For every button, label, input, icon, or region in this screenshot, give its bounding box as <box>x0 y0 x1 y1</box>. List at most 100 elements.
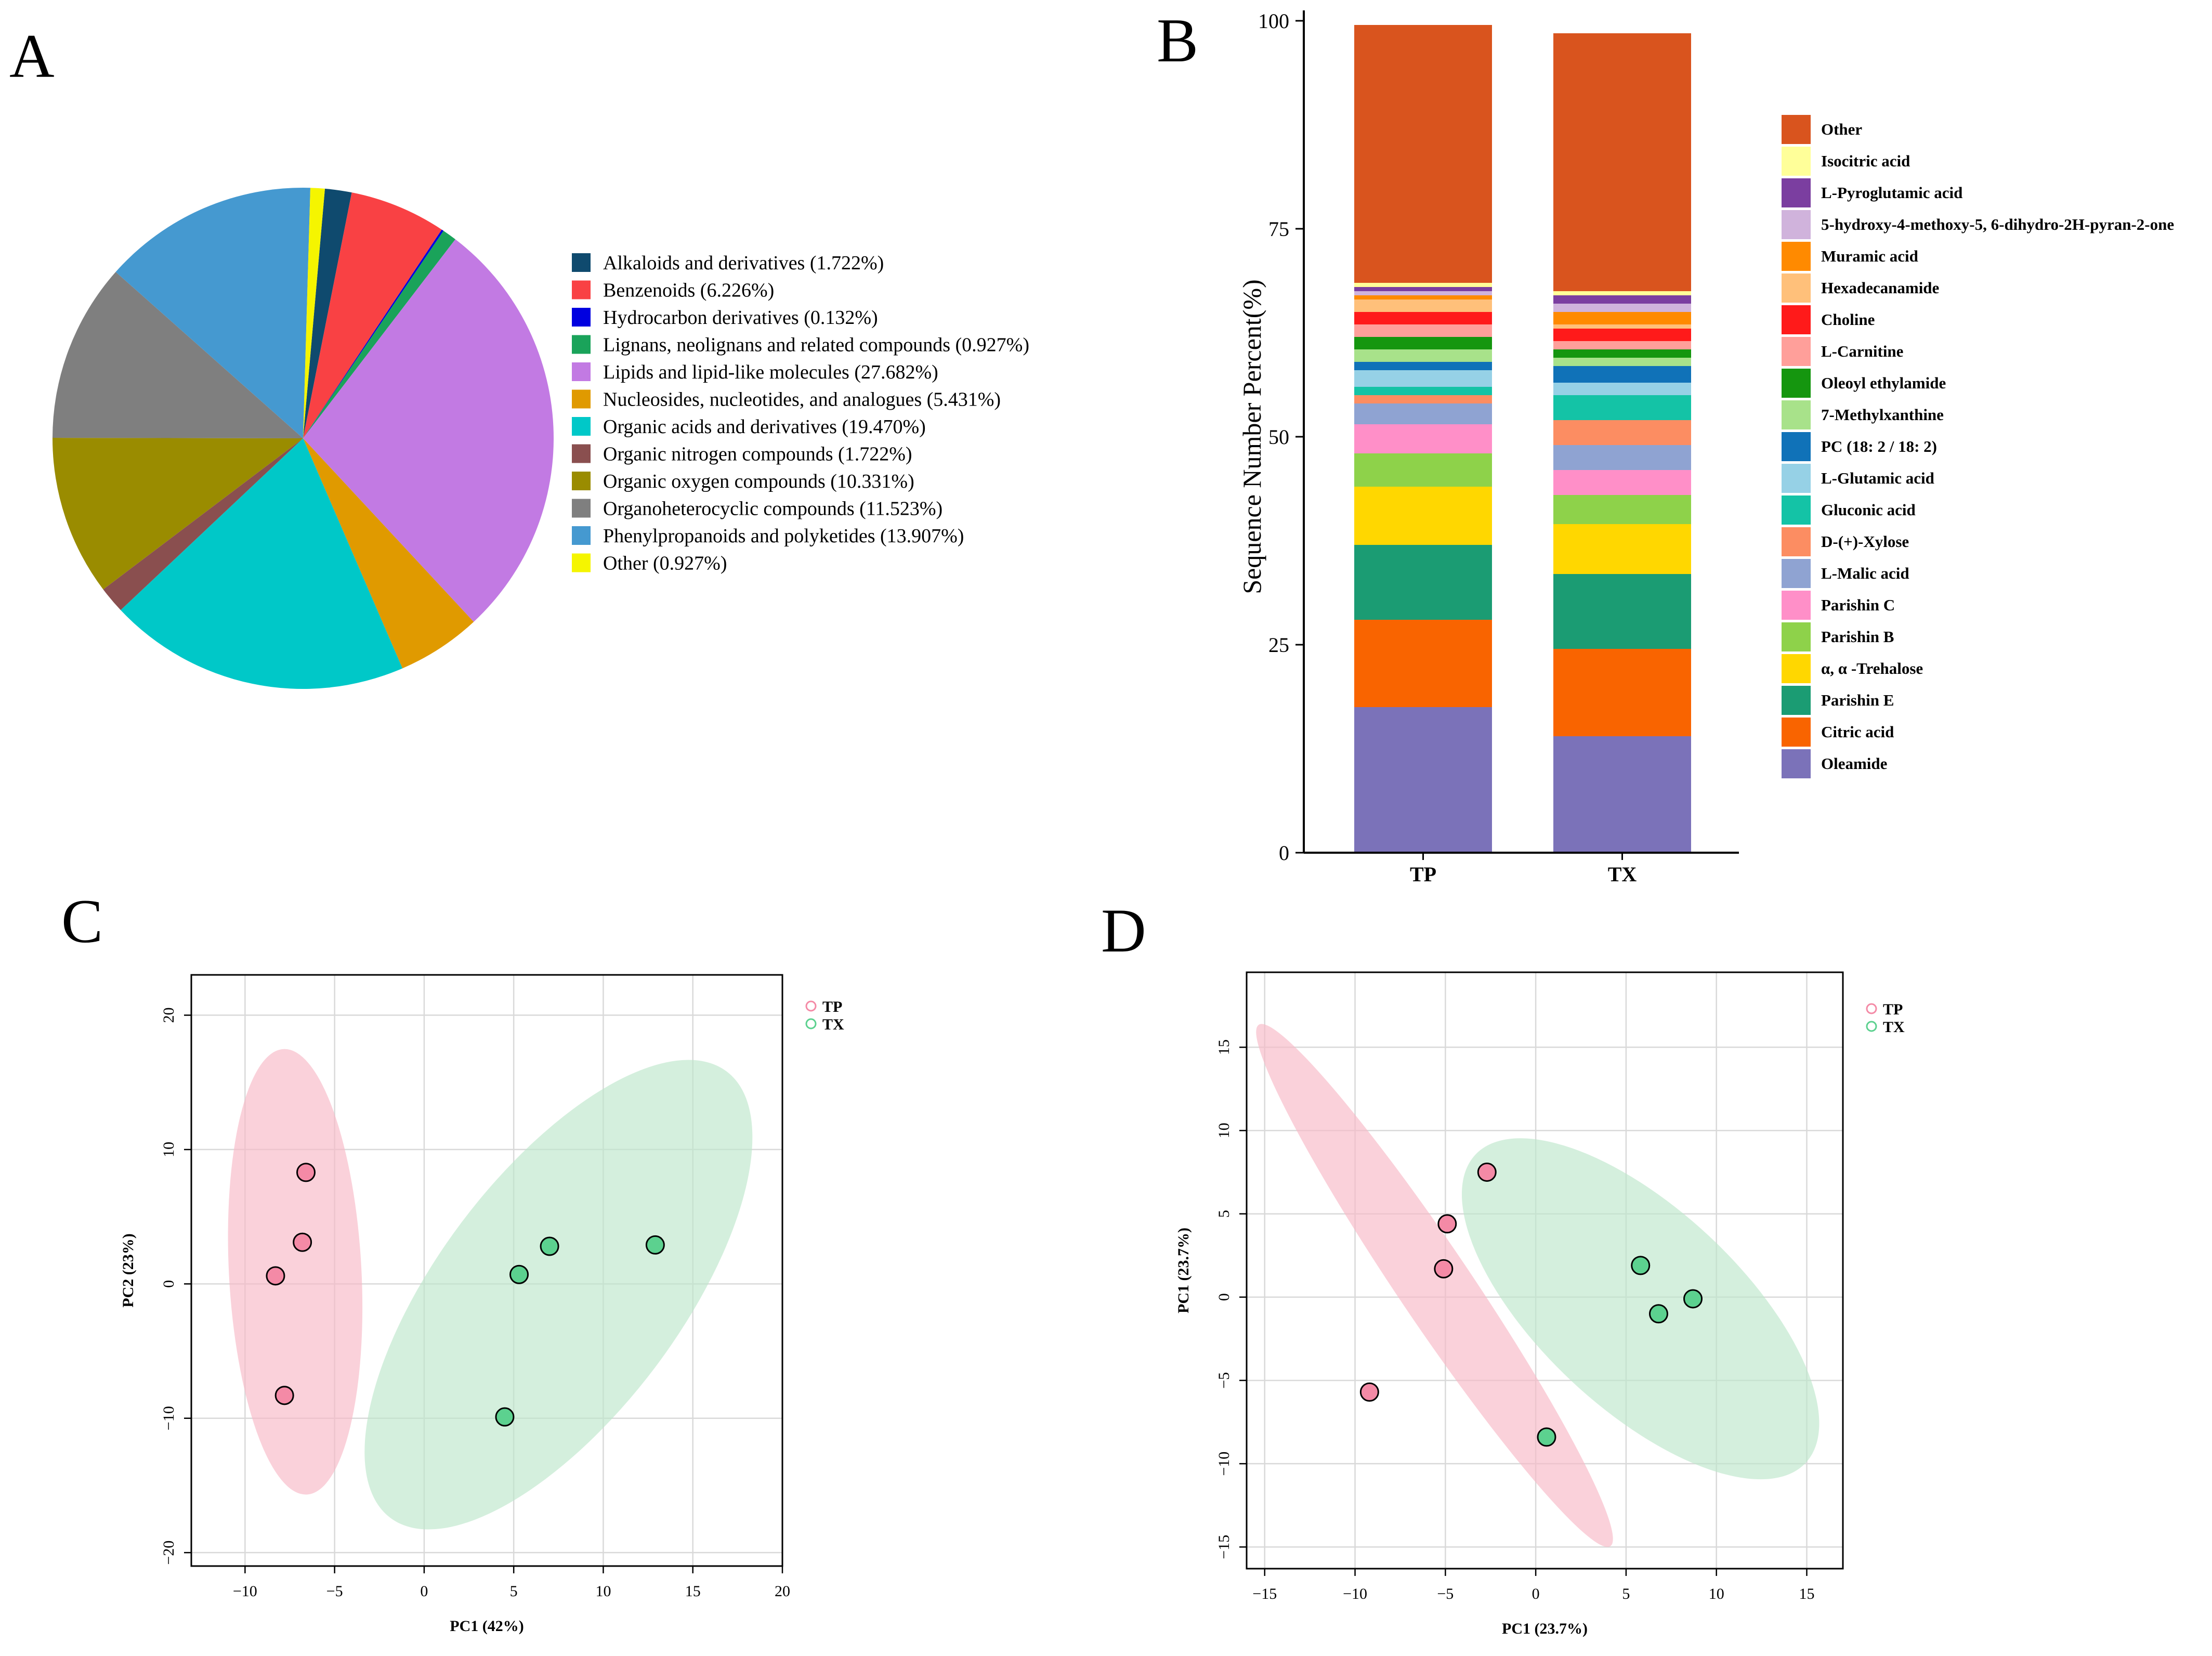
bar-segment-tp-l-pyroglutamic-acid <box>1354 287 1492 291</box>
x-axis-label: PC1 (23.7%) <box>1502 1620 1588 1637</box>
plot-frame <box>1246 971 1844 1570</box>
pie-slice-organic-oxygen-compounds <box>53 438 303 590</box>
data-point-tp <box>1434 1259 1454 1279</box>
bar-segment-tx-5-hydroxy-4-methoxy-5-6-dihydro-2h-pyran-2-one <box>1553 304 1691 312</box>
y-tick-label: −15 <box>1215 1535 1233 1559</box>
bar-segment-tp-muramic-acid <box>1354 295 1492 299</box>
pie-legend-swatch <box>572 308 591 327</box>
x-tick-label: 10 <box>595 1583 611 1600</box>
y-tick-label: 25 <box>1268 633 1289 657</box>
pie-legend-swatch <box>572 280 591 299</box>
plot-frame <box>190 974 783 1567</box>
x-tick-label: 5 <box>510 1583 518 1600</box>
data-point-tx <box>645 1235 665 1255</box>
bar-legend-swatch <box>1782 496 1811 525</box>
y-tick-label: −20 <box>160 1541 177 1565</box>
bar-segment-tx-l-glutamic-acid <box>1553 383 1691 395</box>
bar-legend-label: Hexadecanamide <box>1821 279 1939 297</box>
pie-slice-benzenoids <box>303 192 442 438</box>
y-tick-label: 20 <box>160 1008 177 1023</box>
data-point-tp <box>293 1232 312 1252</box>
y-tick-label: 15 <box>1215 1039 1233 1055</box>
bar-segment-tp-oleamide <box>1354 707 1492 853</box>
pca-legend-marker <box>805 1018 817 1029</box>
bar-legend-label: α, α -Trehalose <box>1821 659 1923 677</box>
data-point-tp <box>1437 1214 1457 1234</box>
pie-chart <box>53 188 554 689</box>
pie-legend: Alkaloids and derivatives (1.722%) Benzen… <box>572 252 1029 575</box>
bar-segment-tx-d-xylose <box>1553 420 1691 445</box>
confidence-ellipse-tp <box>228 1049 363 1495</box>
bar-legend-label: L-Glutamic acid <box>1821 469 1934 487</box>
y-tick-label: 0 <box>1279 841 1289 865</box>
pie-legend-label: Nucleosides, nucleotides, and analogues … <box>603 389 1001 411</box>
data-point-tx <box>1648 1304 1668 1324</box>
bar-segment-tx-gluconic-acid <box>1553 395 1691 420</box>
pca-legend-label: TX <box>822 1016 844 1033</box>
bar-segment-tp-other <box>1354 25 1492 283</box>
pie-legend-swatch <box>572 499 591 518</box>
pca-legend-marker <box>1866 1003 1877 1014</box>
bar-segment-tp-l-carnitine <box>1354 324 1492 337</box>
pie-slice-hydrocarbon-derivatives <box>303 229 444 438</box>
pie-slice-lipids-and-lipid-like-molecules <box>303 239 554 622</box>
bar-legend-swatch <box>1782 527 1811 556</box>
pie-legend-swatch <box>572 444 591 463</box>
bar-legend-swatch <box>1782 591 1811 620</box>
pca-plot-c: −10 −5 0 5 10 15 20 −20 −10 0 10 20 PC1 (42%) PC2 (23… <box>120 974 844 1635</box>
x-tick-label: 15 <box>685 1583 701 1600</box>
pie-legend-label: Lignans, neolignans and related compound… <box>603 334 1029 356</box>
data-point-tp <box>274 1386 294 1405</box>
y-tick-label: −10 <box>1215 1452 1233 1476</box>
bar-legend-label: Parishin E <box>1821 691 1894 709</box>
x-tick-label: −15 <box>1252 1585 1277 1602</box>
x-tick-label: 5 <box>1622 1585 1630 1602</box>
y-axis-label: PC1 (23.7%) <box>1175 1228 1192 1313</box>
y-axis-label: PC2 (23%) <box>120 1233 137 1307</box>
bar-legend-swatch <box>1782 305 1811 334</box>
bar-segment-tx-oleoyl-ethylamide <box>1553 349 1691 358</box>
bar-segment-tx-l-malic-acid <box>1553 445 1691 470</box>
bar-legend-label: L-Malic acid <box>1821 564 1909 582</box>
pie-legend-label: Organic nitrogen compounds (1.722%) <box>603 444 912 465</box>
data-point-tx <box>1683 1289 1703 1309</box>
data-point-tp <box>1477 1162 1497 1182</box>
x-tick-label: TP <box>1410 863 1436 886</box>
bar-segment-tp-parishin-e <box>1354 545 1492 620</box>
bar-segment-tp-7-methylxanthine <box>1354 349 1492 362</box>
bar-segment-tx-citric-acid <box>1553 649 1691 736</box>
bar-legend-label: 5-hydroxy-4-methoxy-5, 6-dihydro-2H-pyra… <box>1821 215 2174 233</box>
y-tick-label: 10 <box>160 1142 177 1157</box>
bar-segment-tx-7-methylxanthine <box>1553 358 1691 366</box>
pie-slice-nucleosides-nucleotides-and-analogues <box>303 438 474 669</box>
pie-legend-label: Organoheterocyclic compounds (11.523%) <box>603 498 943 520</box>
bar-legend-label: Parishin B <box>1821 628 1894 646</box>
pie-legend-swatch <box>572 417 591 436</box>
bar-legend-label: L-Carnitine <box>1821 342 1903 360</box>
y-tick-label: 75 <box>1268 217 1289 241</box>
data-point-tx <box>495 1407 515 1427</box>
bar-segment-tx-trehalose <box>1553 524 1691 574</box>
x-tick-label: 15 <box>1799 1585 1814 1602</box>
y-axis-label: Sequence Number Percent(%) <box>1237 279 1266 594</box>
pie-legend-label: Hydrocarbon derivatives (0.132%) <box>603 307 878 329</box>
pie-legend-swatch <box>572 335 591 354</box>
bar-legend-label: L-Pyroglutamic acid <box>1821 184 1962 202</box>
bar-segment-tp-5-hydroxy-4-methoxy-5-6-dihydro-2h-pyran-2-one <box>1354 291 1492 295</box>
bar-legend-label: 7-Methylxanthine <box>1821 406 1944 424</box>
bar-segment-tp-isocitric-acid <box>1354 283 1492 287</box>
data-point-tp <box>266 1266 285 1286</box>
pie-legend-label: Other (0.927%) <box>603 553 727 575</box>
pca-legend-marker <box>805 1000 817 1012</box>
bar-legend-swatch <box>1782 718 1811 747</box>
bar-legend-label: D-(+)-Xylose <box>1821 532 1909 551</box>
x-tick-label: 10 <box>1709 1585 1724 1602</box>
bar-legend-swatch <box>1782 273 1811 303</box>
bar-segment-tx-l-carnitine <box>1553 341 1691 349</box>
bar-segment-tp-parishin-c <box>1354 424 1492 453</box>
confidence-ellipse-tp <box>1256 1024 1613 1547</box>
bar-segment-tx-pc-18-2-18-2 <box>1553 366 1691 383</box>
pca-legend-marker <box>1866 1021 1877 1032</box>
bar-legend-label: Gluconic acid <box>1821 501 1916 519</box>
